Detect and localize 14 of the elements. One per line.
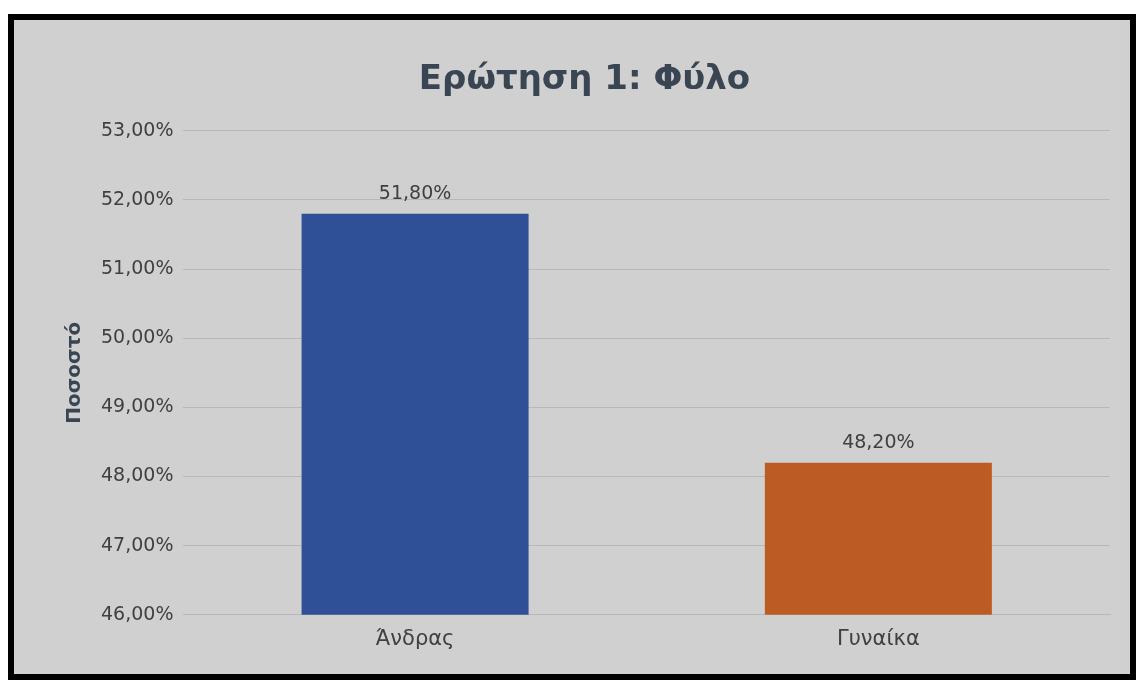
- y-tick-label: 46,00%: [100, 601, 174, 624]
- x-tick-label: Γυναίκα: [836, 625, 920, 650]
- y-tick-label: 53,00%: [100, 117, 174, 140]
- y-tick-label: 48,00%: [100, 463, 174, 486]
- y-tick-label: 52,00%: [100, 186, 174, 209]
- y-tick-label: 47,00%: [100, 532, 174, 555]
- y-tick-label: 49,00%: [100, 394, 174, 417]
- chart-title: Ερώτηση 1: Φύλο: [418, 57, 751, 98]
- y-tick-label: 50,00%: [100, 325, 174, 348]
- x-tick-label: Άνδρας: [375, 625, 455, 650]
- data-label: 51,80%: [378, 181, 452, 204]
- data-label: 48,20%: [842, 430, 915, 453]
- y-axis-title: Ποσοστό: [61, 321, 86, 424]
- y-tick-label: 51,00%: [100, 256, 174, 279]
